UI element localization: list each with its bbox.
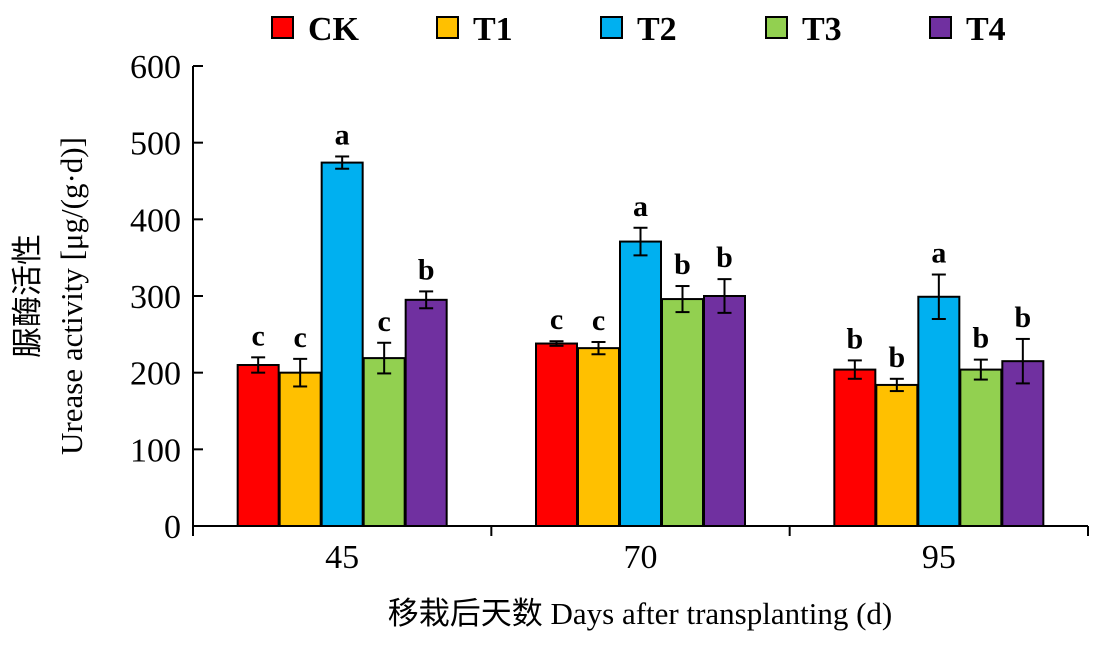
significance-label: b — [418, 253, 435, 286]
x-tick-label: 45 — [325, 539, 359, 576]
y-tick-label: 0 — [164, 509, 181, 546]
significance-label: c — [550, 303, 563, 336]
significance-label: c — [378, 305, 391, 338]
x-tick-label: 95 — [922, 539, 956, 576]
bar — [577, 347, 620, 527]
significance-label: b — [846, 322, 863, 355]
bar — [320, 161, 364, 527]
significance-label: b — [674, 248, 691, 281]
significance-label: b — [972, 322, 989, 355]
legend-label: T4 — [966, 11, 1006, 48]
bar — [404, 298, 448, 528]
bar — [833, 368, 877, 527]
x-axis-title: 移栽后天数 Days after transplanting (d) — [388, 596, 893, 631]
bar — [917, 295, 961, 527]
y-tick-label: 600 — [130, 49, 181, 86]
x-tick-label: 70 — [624, 539, 658, 576]
legend-label: T2 — [637, 11, 677, 48]
bar — [535, 342, 578, 527]
significance-label: c — [592, 304, 605, 337]
legend: CK T1 T2 T3 T4 — [271, 11, 1006, 48]
bar — [278, 371, 322, 527]
y-tick-label: 400 — [130, 202, 181, 239]
bar — [959, 368, 1003, 527]
significance-label: b — [888, 341, 905, 374]
bar — [1001, 360, 1045, 527]
legend-swatch — [271, 16, 294, 39]
significance-label: c — [294, 321, 307, 354]
y-axis-title: Urease activity [μg/(g·d)] — [54, 137, 89, 455]
y-axis: 0 100 200 300 400 500 600 — [130, 49, 203, 546]
bar — [875, 383, 919, 527]
legend-swatch — [929, 16, 952, 39]
significance-label: b — [716, 241, 733, 274]
bar — [362, 357, 406, 527]
y-tick-label: 200 — [130, 356, 181, 393]
significance-label: a — [931, 237, 946, 270]
legend-swatch — [600, 16, 623, 39]
bar — [703, 295, 746, 527]
significance-label: c — [252, 319, 265, 352]
legend-swatch — [765, 16, 788, 39]
legend-label: T1 — [473, 11, 513, 48]
bar — [619, 240, 662, 527]
significance-label: a — [335, 118, 350, 151]
y-tick-label: 100 — [130, 432, 181, 469]
legend-label: T3 — [802, 11, 842, 48]
y-axis-title-chinese: 脲酶活性 — [10, 234, 45, 358]
y-tick-label: 300 — [130, 279, 181, 316]
legend-swatch — [436, 16, 459, 39]
bar — [236, 364, 280, 527]
significance-label: a — [633, 190, 648, 223]
x-axis: 45 70 95 — [192, 525, 1089, 576]
significance-label: b — [1014, 301, 1031, 334]
y-tick-label: 500 — [130, 126, 181, 163]
bar — [661, 298, 704, 528]
legend-label: CK — [308, 11, 360, 48]
